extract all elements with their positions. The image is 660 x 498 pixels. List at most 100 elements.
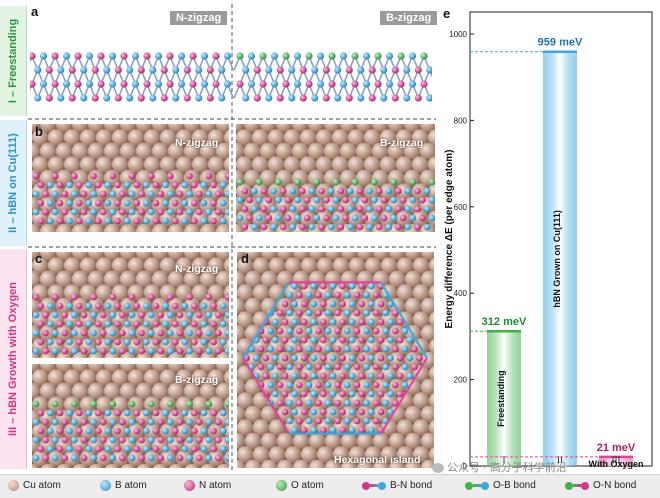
n-atom: [153, 446, 160, 453]
n-atom: [358, 355, 365, 362]
n-atom: [76, 428, 83, 435]
n-atom: [191, 446, 198, 453]
b-atom: [286, 328, 293, 335]
atom: [166, 80, 173, 87]
n-atom: [138, 312, 145, 319]
n-atom: [400, 215, 407, 222]
b-atom: [109, 191, 116, 198]
atom: [380, 94, 387, 101]
n-atom: [61, 455, 68, 462]
b-atom: [52, 209, 59, 216]
atom: [236, 52, 243, 59]
b-atom: [405, 224, 412, 231]
n-atom: [315, 382, 322, 389]
atom: [155, 52, 162, 59]
n-atom: [172, 410, 179, 417]
n-atom: [81, 209, 88, 216]
b-atom: [220, 200, 227, 207]
atom: [265, 94, 272, 101]
atom: [300, 66, 307, 73]
o-atom: [71, 401, 78, 408]
b-atom: [253, 355, 260, 362]
atom: [259, 80, 266, 87]
n-atom: [378, 301, 385, 308]
atom: [334, 94, 341, 101]
b-atom: [330, 427, 337, 434]
b-atom: [167, 191, 174, 198]
b-atom: [368, 337, 375, 344]
n-atom: [133, 339, 140, 346]
n-atom: [315, 292, 322, 299]
b-atom: [267, 346, 274, 353]
n-atom: [378, 319, 385, 326]
b-atom: [328, 224, 335, 231]
o-atom: [409, 179, 416, 186]
n-atom: [358, 427, 365, 434]
n-atom: [153, 410, 160, 417]
n-atom: [157, 312, 164, 319]
b-atom: [186, 312, 193, 319]
n-atom: [376, 206, 383, 213]
atom: [195, 66, 202, 73]
b-atom: [294, 215, 301, 222]
n-atom: [397, 355, 404, 362]
atom: [132, 80, 139, 87]
n-atom: [37, 339, 44, 346]
b-atom: [366, 188, 373, 195]
b-atom: [52, 455, 59, 462]
n-atom: [215, 312, 222, 319]
b-atom: [52, 330, 59, 337]
b-atom: [330, 373, 337, 380]
n-atom: [100, 455, 107, 462]
n-atom: [296, 418, 303, 425]
atom: [392, 66, 399, 73]
atom: [323, 94, 330, 101]
n-atom: [304, 215, 311, 222]
n-atom: [133, 446, 140, 453]
n-atom: [339, 391, 346, 398]
n-atom: [148, 173, 155, 180]
atom: [120, 52, 127, 59]
atom: [57, 94, 64, 101]
n-atom: [157, 209, 164, 216]
o-atom: [33, 401, 40, 408]
n-atom: [414, 224, 421, 231]
b-atom: [272, 319, 279, 326]
b-atom: [105, 182, 112, 189]
atom: [86, 80, 93, 87]
b-atom: [181, 446, 188, 453]
b-atom: [349, 319, 356, 326]
b-atom: [310, 355, 317, 362]
b-atom: [148, 348, 155, 355]
b-atom: [349, 337, 356, 344]
n-atom: [57, 428, 64, 435]
n-atom: [320, 409, 327, 416]
atom: [254, 66, 261, 73]
n-atom: [339, 409, 346, 416]
atom: [143, 80, 150, 87]
n-atom: [186, 294, 193, 301]
n-atom: [76, 410, 83, 417]
n-atom: [205, 173, 212, 180]
n-atom: [296, 310, 303, 317]
b-atom: [349, 391, 356, 398]
n-atom: [373, 346, 380, 353]
n-atom: [191, 428, 198, 435]
b-atom: [90, 312, 97, 319]
n-atom: [100, 437, 107, 444]
o-atom: [275, 179, 282, 186]
atom: [218, 66, 225, 73]
b-atom: [325, 292, 332, 299]
n-atom: [196, 455, 203, 462]
n-atom: [95, 200, 102, 207]
panel-c-letter: c: [35, 251, 42, 266]
b-atom: [181, 303, 188, 310]
atom: [178, 52, 185, 59]
n-atom: [376, 224, 383, 231]
b-atom: [306, 310, 313, 317]
b-atom: [66, 339, 73, 346]
atom: [415, 94, 422, 101]
b-atom: [129, 209, 136, 216]
n-atom: [186, 173, 193, 180]
b-atom: [105, 218, 112, 225]
